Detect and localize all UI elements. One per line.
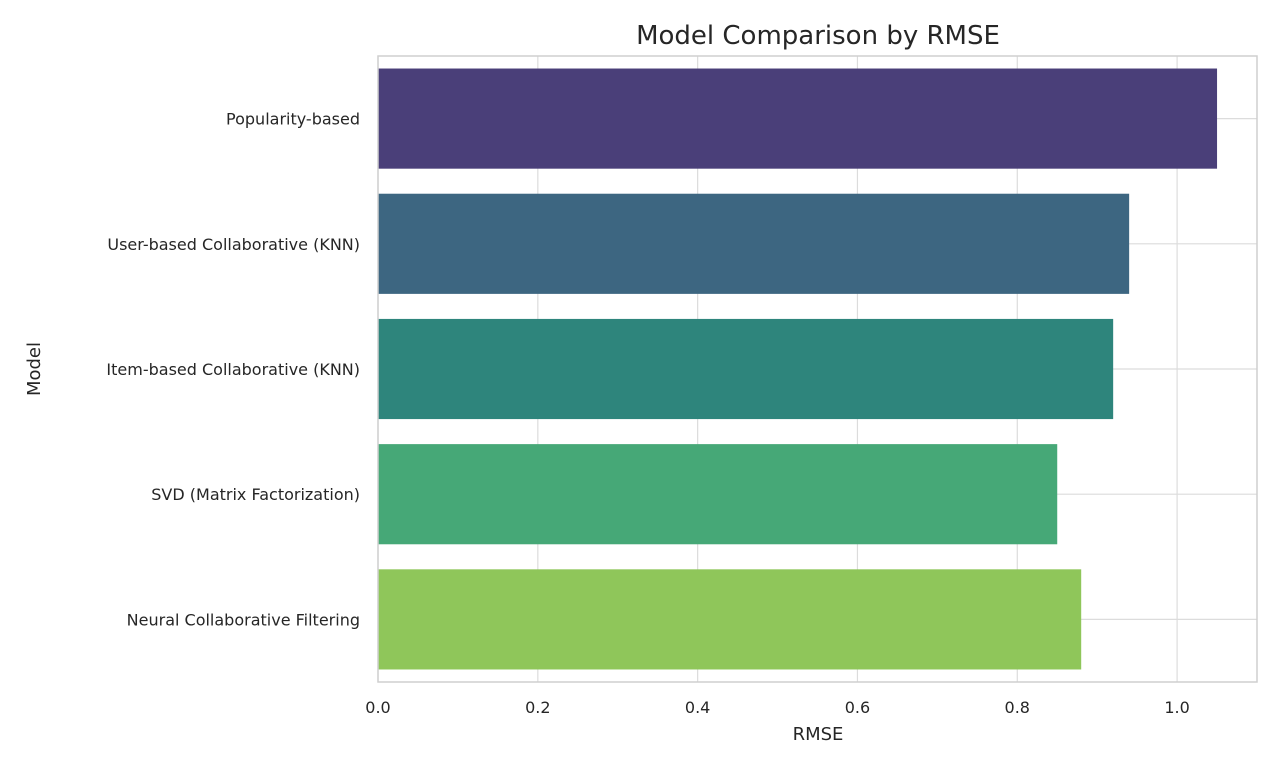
x-axis-label: RMSE [793,724,844,745]
x-tick-label: 1.0 [1164,698,1189,717]
y-tick-label: SVD (Matrix Factorization) [151,485,360,504]
x-tick-labels: 0.0 0.2 0.4 0.6 0.8 1.0 [365,698,1190,717]
bar [378,193,1130,294]
y-tick-label: Popularity-based [226,110,360,129]
bar [378,444,1058,545]
y-axis-label: Model [24,342,45,396]
x-tick-label: 0.4 [685,698,710,717]
x-tick-label: 0.2 [525,698,550,717]
bar [378,318,1114,420]
y-tick-label: Item-based Collaborative (KNN) [106,360,360,379]
x-tick-label: 0.0 [365,698,390,717]
y-tick-label: User-based Collaborative (KNN) [107,235,360,254]
chart-title: Model Comparison by RMSE [636,21,1000,51]
bar [378,569,1082,670]
plot-frame [377,55,1258,683]
x-tick-label: 0.8 [1005,698,1030,717]
x-tick-label: 0.6 [845,698,870,717]
bars [378,68,1218,670]
y-tick-label: Neural Collaborative Filtering [127,610,360,629]
y-tick-labels: Popularity-based User-based Collaborative… [106,110,360,630]
bar [378,68,1218,169]
